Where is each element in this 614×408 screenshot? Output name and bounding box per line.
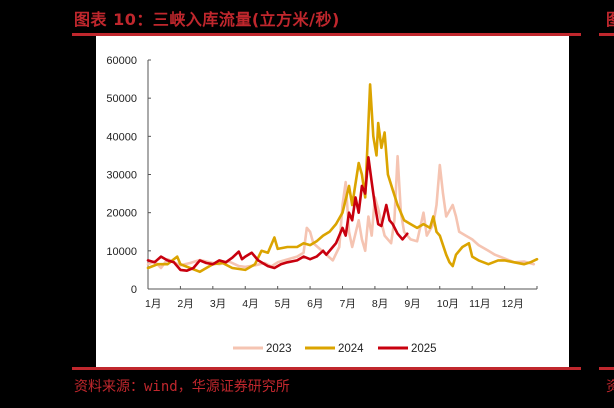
adjacent-bottom-rule	[599, 367, 614, 370]
x-tick-label: 1月	[145, 298, 161, 310]
y-tick-label: 20000	[106, 208, 137, 220]
series-2024	[146, 83, 539, 274]
x-tick-label: 6月	[307, 298, 323, 310]
y-tick-label: 50000	[106, 93, 137, 105]
adjacent-title-underline	[599, 33, 614, 36]
y-tick-label: 10000	[106, 246, 137, 258]
chart-legend: 2023 2024 2025	[233, 343, 437, 355]
x-axis: 1月 2月 3月 4月 5月 6月 7月 8月 9月 10月 11月 12月	[145, 286, 538, 310]
chart-title: 图表 10：三峡入库流量(立方米/秒)	[74, 10, 340, 29]
legend-label-2024: 2024	[338, 343, 364, 355]
chart-panel: 0 10000 20000 30000 40000 50000 60000 1月 2月 3月 4月…	[96, 36, 569, 367]
x-tick-label: 9月	[404, 298, 420, 310]
title-underline	[72, 33, 581, 36]
y-tick-label: 60000	[106, 55, 137, 67]
x-tick-label: 4月	[242, 298, 258, 310]
series-2025	[146, 156, 409, 272]
y-tick-label: 0	[131, 284, 137, 296]
x-tick-label: 2月	[177, 298, 193, 310]
series-2023	[146, 154, 536, 270]
x-tick-label: 5月	[275, 298, 291, 310]
bottom-rule	[72, 367, 581, 370]
x-tick-label: 10月	[437, 298, 459, 310]
legend-label-2023: 2023	[266, 343, 292, 355]
adjacent-panel-title-fragment: 图	[606, 6, 614, 30]
y-axis: 0 10000 20000 30000 40000 50000 60000	[106, 55, 151, 296]
series-lines	[146, 83, 539, 274]
x-tick-label: 11月	[469, 298, 490, 310]
y-tick-label: 30000	[106, 170, 137, 182]
x-tick-label: 3月	[210, 298, 226, 310]
x-tick-label: 7月	[340, 298, 356, 310]
line-chart: 0 10000 20000 30000 40000 50000 60000 1月 2月 3月 4月…	[106, 55, 539, 355]
adjacent-source-fragment: 资	[606, 379, 614, 395]
x-tick-label: 8月	[372, 298, 388, 310]
x-tick-label: 12月	[502, 298, 524, 310]
y-tick-label: 40000	[106, 131, 137, 143]
legend-label-2025: 2025	[411, 343, 437, 355]
source-note: 资料来源：wind，华源证券研究所	[74, 379, 290, 395]
